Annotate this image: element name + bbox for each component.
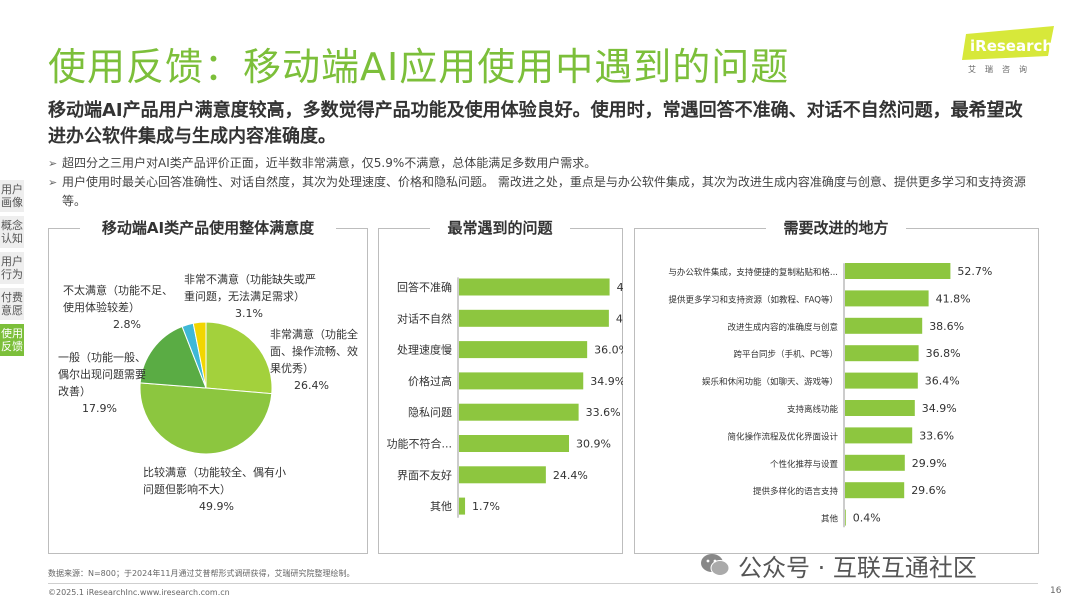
pie-slice-value: 17.9%: [82, 402, 117, 415]
bar-value-label: 30.9%: [576, 438, 611, 451]
page-title: 使用反馈：移动端AI应用使用中遇到的问题: [48, 45, 790, 89]
bar: [459, 309, 609, 327]
bar: [459, 466, 546, 484]
bar-value-label: 1.7%: [472, 500, 500, 513]
logo-brand: iResearch: [970, 37, 1053, 55]
bullet-item: 用户使用时最关心回答准确性、对话自然度，其次为处理速度、价格和隐私问题。 需改进…: [48, 173, 1038, 211]
nav-item-user-behavior[interactable]: 用户行为: [0, 252, 24, 284]
bar-value-label: 38.6%: [929, 320, 964, 333]
bar-category-label: 隐私问题: [408, 406, 452, 419]
bar: [845, 509, 846, 526]
bar-category-label: 界面不友好: [397, 468, 452, 482]
footer-divider: [48, 583, 1038, 584]
bar-category-label: 跨平台同步（手机、PC等）: [733, 349, 838, 360]
pie-slice: [205, 321, 273, 395]
bar-value-label: 42.3%: [617, 281, 623, 294]
bar: [845, 290, 929, 307]
wechat-icon: [701, 554, 730, 576]
bar-value-label: 29.6%: [911, 484, 946, 497]
bar: [459, 372, 584, 390]
bar-value-label: 36.8%: [926, 347, 961, 360]
bar-value-label: 33.6%: [586, 406, 621, 419]
bar-category-label: 回答不准确: [397, 280, 452, 294]
pie-slice-value: 26.4%: [294, 379, 329, 392]
bar-category-label: 提供多样化的语言支持: [753, 486, 839, 497]
iresearch-logo: iResearch: [962, 26, 1054, 60]
pie-panel-title: 移动端AI类产品使用整体满意度: [80, 210, 336, 246]
nav-item-concept-awareness[interactable]: 概念认知: [0, 216, 24, 248]
bar-value-label: 36.4%: [925, 375, 960, 388]
bullet-item: 超四分之三用户对AI类产品评价正面，近半数非常满意，仅5.9%不满意，总体能满足…: [48, 154, 1038, 173]
nav-item-user-profile[interactable]: 用户画像: [0, 180, 24, 212]
bar: [459, 435, 570, 452]
bar-category-label: 简化操作流程及优化界面设计: [727, 431, 838, 442]
bar-value-label: 42.1%: [616, 312, 623, 325]
pie-slice-value: 49.9%: [199, 500, 234, 513]
bar-value-label: 0.4%: [853, 512, 881, 525]
satisfaction-pie-chart: 非常满意（功能全面、操作流畅、效果优秀） 26.4% 比较满意（功能较全、偶有小问题…: [58, 272, 358, 513]
lead-summary: 移动端AI产品用户满意度较高，多数觉得产品功能及使用体验良好。使用时，常遇回答不…: [48, 100, 1023, 147]
pie-slice: [139, 325, 207, 389]
bar-category-label: 处理速度慢: [397, 343, 452, 357]
bar-value-label: 29.9%: [912, 457, 947, 470]
bar-category-label: 改进生成内容的准确度与创意: [727, 322, 838, 333]
bar: [459, 278, 610, 296]
bar: [845, 317, 923, 334]
problems-panel-title: 最常遇到的问题: [430, 210, 570, 246]
pie-slice-label: 一般（功能一般、偶尔出现问题需要改善）: [58, 350, 146, 398]
improvements-bar-chart: 与办公软件集成，支持便捷的复制粘贴和格... 52.7% 提供更多学习和支持资源（如…: [668, 263, 992, 528]
bar-value-label: 34.9%: [922, 402, 957, 415]
page-number: 16: [1050, 586, 1062, 596]
bar-category-label: 其他: [821, 514, 839, 525]
bullet-list: 超四分之三用户对AI类产品评价正面，近半数非常满意，仅5.9%不满意，总体能满足…: [48, 154, 1038, 211]
bar: [459, 497, 466, 515]
bar: [845, 427, 913, 444]
watermark-text: 公众号 · 互联互通社区: [738, 553, 977, 582]
bar-category-label: 娱乐和休闲功能（如聊天、游戏等）: [702, 377, 838, 388]
copyright-text: ©2025.1 iResearchInc.www.iresearch.com.c…: [48, 588, 230, 597]
problems-bar-chart: 回答不准确 42.3% 对话不自然 42.1% 处理速度慢 36.0% 价格过高 34.9% 隐…: [387, 277, 623, 518]
improvements-panel-title: 需要改进的地方: [766, 210, 906, 246]
pie-slice-label: 非常满意（功能全面、操作流畅、效果优秀）: [270, 327, 358, 375]
pie-slice: [192, 321, 207, 389]
bar-value-label: 41.8%: [936, 292, 971, 305]
bar-category-label: 个性化推荐与设置: [770, 459, 839, 470]
bar-value-label: 52.7%: [957, 265, 992, 278]
bar-value-label: 33.6%: [919, 429, 954, 442]
pie-slice-value: 3.1%: [235, 307, 263, 320]
bar-category-label: 价格过高: [408, 374, 452, 388]
bar: [459, 403, 579, 421]
bar: [845, 482, 905, 499]
bar: [845, 372, 918, 389]
bar: [459, 341, 588, 359]
pie-slice-label: 不太满意（功能不足、使用体验较差）: [63, 283, 173, 314]
bar: [845, 345, 919, 362]
bar-category-label: 支持离线功能: [787, 404, 839, 415]
bar-category-label: 功能不符合...: [387, 437, 453, 451]
bar: [845, 263, 951, 279]
bar-category-label: 与办公软件集成，支持便捷的复制粘贴和格...: [668, 267, 838, 278]
bar: [845, 454, 905, 471]
pie-slice-label: 比较满意（功能较全、偶有小问题但影响不大）: [143, 465, 286, 496]
bar-category-label: 提供更多学习和支持资源（如教程、FAQ等）: [669, 294, 838, 305]
pie-slice-value: 2.8%: [113, 318, 141, 331]
bar-value-label: 36.0%: [594, 344, 623, 357]
pie-slice: [139, 382, 273, 455]
watermark: 公众号 · 互联互通社区: [700, 548, 977, 582]
bar: [845, 400, 915, 416]
nav-item-usage-feedback[interactable]: 使用反馈: [0, 324, 24, 356]
data-source-note: 数据来源：N=800；于2024年11月通过艾普帮形式调研获得，艾瑞研究院整理绘…: [48, 569, 355, 578]
pie-slice-label: 非常不满意（功能缺失或严重问题，无法满足需求）: [184, 272, 316, 303]
logo-subtitle: 艾瑞咨询: [968, 65, 1036, 74]
nav-item-payment-willingness[interactable]: 付费意愿: [0, 288, 24, 320]
bar-value-label: 24.4%: [553, 469, 588, 482]
side-navigation: 用户画像 概念认知 用户行为 付费意愿 使用反馈: [0, 180, 24, 360]
bar-category-label: 其他: [430, 500, 452, 513]
bar-category-label: 对话不自然: [397, 311, 452, 325]
bar-value-label: 34.9%: [590, 375, 623, 388]
